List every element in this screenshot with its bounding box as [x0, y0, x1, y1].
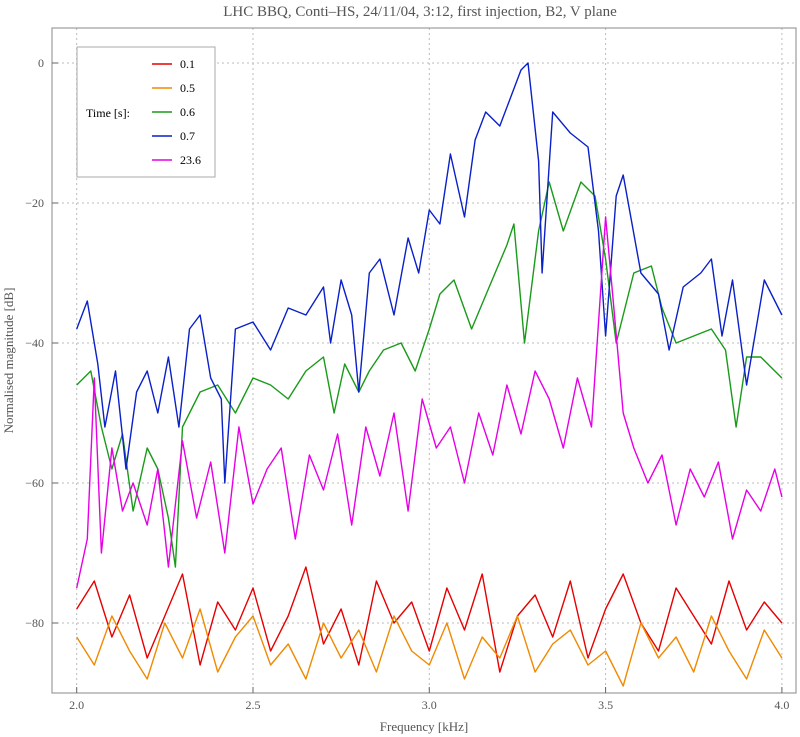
y-tick-label: 0 — [38, 56, 44, 70]
series-line-23-6 — [76, 216, 783, 589]
plot-frame — [51, 27, 797, 694]
legend-entry-label: 0.5 — [180, 81, 195, 95]
y-axis-label: Normalised magnitude [dB] — [1, 288, 16, 434]
legend-entry-label: 0.7 — [180, 129, 195, 143]
legend-entry-label: 0.1 — [180, 57, 195, 71]
legend: Time [s]: 0.1 0.5 0.6 0.7 23.6 — [76, 46, 216, 178]
x-tick-label: 4.0 — [774, 698, 789, 712]
legend-entries: 0.1 0.5 0.6 0.7 23.6 — [152, 57, 201, 167]
legend-box — [76, 46, 216, 178]
x-tick-label: 3.0 — [422, 698, 437, 712]
series-layer — [76, 62, 783, 687]
y-tick-label: −40 — [25, 336, 44, 350]
x-tick-label: 2.0 — [69, 698, 84, 712]
legend-entry-label: 0.6 — [180, 105, 195, 119]
ticks: 2.0 2.5 3.0 3.5 4.0 −80 −60 −40 −20 0 — [25, 56, 789, 712]
series-line-0-1 — [76, 566, 783, 673]
series-line-0-6 — [76, 181, 783, 568]
chart-title: LHC BBQ, Conti–HS, 24/11/04, 3:12, first… — [223, 4, 617, 20]
legend-entry-label: 23.6 — [180, 153, 201, 167]
y-tick-label: −80 — [25, 616, 44, 630]
x-tick-label: 2.5 — [245, 698, 260, 712]
y-tick-label: −20 — [25, 196, 44, 210]
series-line-0-7 — [76, 62, 783, 484]
x-tick-label: 3.5 — [598, 698, 613, 712]
series-line-0-5 — [76, 608, 783, 687]
x-axis-label: Frequency [kHz] — [380, 719, 468, 734]
legend-title: Time [s]: — [86, 106, 130, 120]
y-tick-label: −60 — [25, 476, 44, 490]
